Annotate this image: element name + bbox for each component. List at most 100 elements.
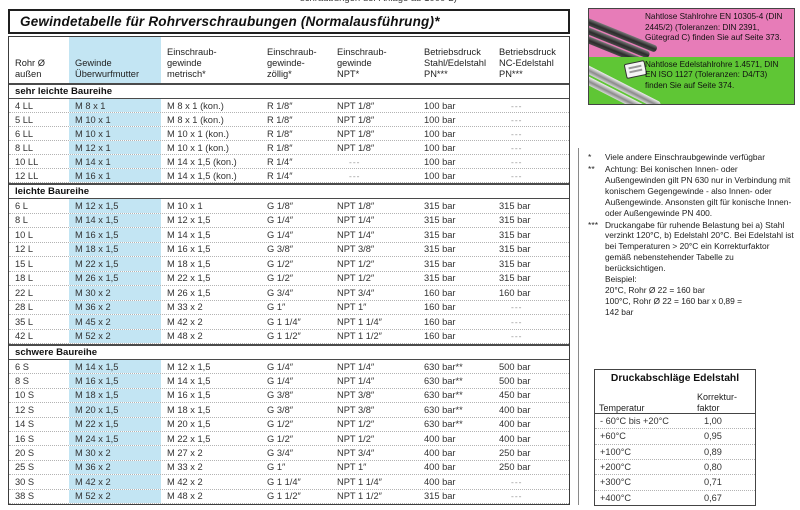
table-cell: M 48 x 2 <box>167 491 203 502</box>
table-cell: 16 S <box>15 433 35 444</box>
table-cell: 630 bar** <box>424 390 463 401</box>
table-cell: 160 bar <box>424 302 456 313</box>
table-cell: 100 bar <box>424 100 456 111</box>
table-cell: M 8 x 1 (kon.) <box>167 114 224 125</box>
table-cell: G 1/2″ <box>267 433 294 444</box>
table-cell: 160 bar <box>424 316 456 327</box>
table-cell: NPT 1/4″ <box>337 361 375 372</box>
thread-table-header-row: Rohr Ø außen Gewinde Überwurfmutter Eins… <box>9 37 569 83</box>
table-row: 18 L M 26 x 1,5 M 22 x 1,5 G 1/2″ NPT 1/2″ 31… <box>9 271 569 286</box>
stainless-tubes-note: Nahtlose Edelstahlrohre 1.4571, DIN EN I… <box>645 59 779 90</box>
table-cell: 630 bar** <box>424 376 463 387</box>
table-cell: 30 S <box>15 476 35 487</box>
table-row: 12 LL M 16 x 1 M 14 x 1,5 (kon.) R 1/4″ --- 1… <box>9 169 569 183</box>
table-cell: M 14 x 1,5 (kon.) <box>167 156 237 167</box>
table-cell: 35 L <box>15 316 34 327</box>
pressure-row: +400°C 0,67 <box>595 491 755 505</box>
table-cell: 500 bar <box>499 376 531 387</box>
table-cell: R 1/8″ <box>267 142 293 153</box>
pressure-cell: +200°C <box>600 462 632 473</box>
table-cell: M 36 x 2 <box>69 460 161 475</box>
table-row: 20 S M 30 x 2 M 27 x 2 G 3/4″ NPT 3/4″ 400 ba… <box>9 446 569 461</box>
pressure-table-headers: Temperatur Korrektur- faktor <box>595 384 755 413</box>
table-cell: M 10 x 1 (kon.) <box>167 142 230 153</box>
table-cell: G 3/8″ <box>267 244 294 255</box>
table-cell: M 16 x 1,5 <box>167 390 211 401</box>
table-cell: NPT 3/4″ <box>337 448 375 459</box>
table-cell: 8 S <box>15 376 29 387</box>
table-cell: M 20 x 1,5 <box>69 403 161 417</box>
pressure-row: +100°C 0,89 <box>595 445 755 460</box>
table-row: 5 LL M 10 x 1 M 8 x 1 (kon.) R 1/8″ NPT 1/8″… <box>9 113 569 127</box>
table-cell: 6 S <box>15 361 29 372</box>
col-header-rohr-aussen: Rohr Ø außen <box>15 58 45 80</box>
table-cell: 160 bar <box>499 287 531 298</box>
table-cell: M 12 x 1,5 <box>167 361 211 372</box>
table-cell: 400 bar <box>424 433 456 444</box>
table-cell: 38 S <box>15 491 35 502</box>
table-cell: 4 LL <box>15 100 34 111</box>
steel-tubes-info-box: Nahtlose Stahlrohre EN 10305-4 (DIN 2445… <box>589 9 794 57</box>
sidebar-divider <box>578 148 579 505</box>
table-cell: M 18 x 1,5 <box>69 242 161 256</box>
table-row: 10 LL M 14 x 1 M 14 x 1,5 (kon.) R 1/4″ --- 1… <box>9 155 569 169</box>
table-cell: 18 L <box>15 273 34 284</box>
table-cell: 12 LL <box>15 170 39 181</box>
col-header-betriebsdruck-stahl: Betriebsdruck Stahl/Edelstahl PN*** <box>424 47 487 80</box>
table-cell: 10 LL <box>15 156 39 167</box>
table-cell: M 16 x 1,5 <box>69 228 161 242</box>
table-row: 12 S M 20 x 1,5 M 18 x 1,5 G 3/8″ NPT 3/8″ 63… <box>9 403 569 418</box>
col-header-einschraubgewinde-npt: Einschraub- gewinde NPT* <box>337 47 387 80</box>
table-cell: 400 bar <box>499 433 531 444</box>
table-cell: M 30 x 2 <box>69 286 161 300</box>
table-cell: 400 bar <box>499 404 531 415</box>
table-cell: NPT 3/8″ <box>337 244 375 255</box>
table-row: 35 L M 45 x 2 M 42 x 2 G 1 1/4″ NPT 1 1/4″ 16… <box>9 315 569 330</box>
table-cell: --- <box>511 100 523 111</box>
table-cell: M 52 x 2 <box>69 329 161 343</box>
pressure-row: - 60°C bis +20°C 1,00 <box>595 414 755 430</box>
table-row: 28 L M 36 x 2 M 33 x 2 G 1″ NPT 1″ 160 bar --- <box>9 300 569 315</box>
table-cell: NPT 1″ <box>337 302 367 313</box>
table-cell: --- <box>511 491 523 502</box>
pressure-cell: 1,00 <box>704 416 722 427</box>
table-cell: M 10 x 1 <box>167 200 203 211</box>
table-row: 4 LL M 8 x 1 M 8 x 1 (kon.) R 1/8″ NPT 1/8″ 1… <box>9 99 569 113</box>
table-cell: 315 bar <box>424 200 456 211</box>
table-cell: M 10 x 1 (kon.) <box>167 128 230 139</box>
pressure-cell: 0,67 <box>704 492 722 503</box>
table-cell: M 22 x 1,5 <box>167 433 211 444</box>
pressure-table-title: Druckabschläge Edelstahl <box>610 373 740 384</box>
section-header: leichte Baureihe <box>9 183 569 199</box>
page-title: Gewindetabelle für Rohrverschraubungen (… <box>20 14 440 29</box>
table-cell: NPT 3/8″ <box>337 404 375 415</box>
table-cell: M 10 x 1 <box>69 113 161 126</box>
table-cell: 8 L <box>15 215 28 226</box>
table-cell: M 18 x 1,5 <box>69 388 161 403</box>
table-cell: M 42 x 2 <box>167 476 203 487</box>
table-cell: NPT 1/8″ <box>337 200 375 211</box>
table-cell: M 14 x 1,5 <box>69 360 161 374</box>
table-cell: M 22 x 1,5 <box>167 273 211 284</box>
pressure-cell: +400°C <box>600 492 632 503</box>
table-cell: 400 bar <box>424 476 456 487</box>
table-cell: M 14 x 1,5 <box>167 229 211 240</box>
table-cell: 630 bar** <box>424 404 463 415</box>
footnotes: * Viele andere Einschraubgewinde verfügba… <box>588 152 795 319</box>
table-cell: NPT 1 1/2″ <box>337 331 382 342</box>
table-cell: 100 bar <box>424 142 456 153</box>
table-cell: 25 S <box>15 462 35 473</box>
table-cell: M 33 x 2 <box>167 302 203 313</box>
table-cell: 22 L <box>15 287 34 298</box>
table-cell: 15 L <box>15 258 34 269</box>
pressure-row: +60°C 0,95 <box>595 429 755 445</box>
table-cell: R 1/8″ <box>267 100 293 111</box>
table-cell: NPT 1/8″ <box>337 100 375 111</box>
table-cell: M 14 x 1,5 <box>69 213 161 227</box>
table-cell: 250 bar <box>499 448 531 459</box>
table-row: 12 L M 18 x 1,5 M 16 x 1,5 G 3/8″ NPT 3/8″ 31… <box>9 242 569 257</box>
table-cell: 315 bar <box>499 229 531 240</box>
table-cell: 315 bar <box>499 200 531 211</box>
pressure-cell: +60°C <box>600 431 626 442</box>
table-cell: R 1/4″ <box>267 170 293 181</box>
